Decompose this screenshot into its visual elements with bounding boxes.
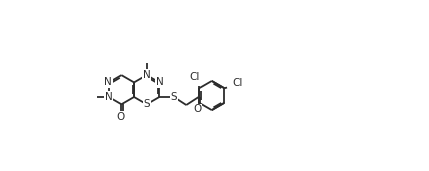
Text: N: N bbox=[156, 77, 164, 87]
Text: Cl: Cl bbox=[233, 78, 243, 88]
Text: N: N bbox=[104, 77, 112, 87]
Text: N: N bbox=[143, 70, 151, 80]
Text: S: S bbox=[171, 92, 177, 102]
Text: Cl: Cl bbox=[190, 72, 200, 82]
Text: O: O bbox=[193, 104, 201, 114]
Text: N: N bbox=[105, 92, 113, 102]
Text: O: O bbox=[116, 112, 124, 122]
Text: S: S bbox=[143, 99, 150, 109]
